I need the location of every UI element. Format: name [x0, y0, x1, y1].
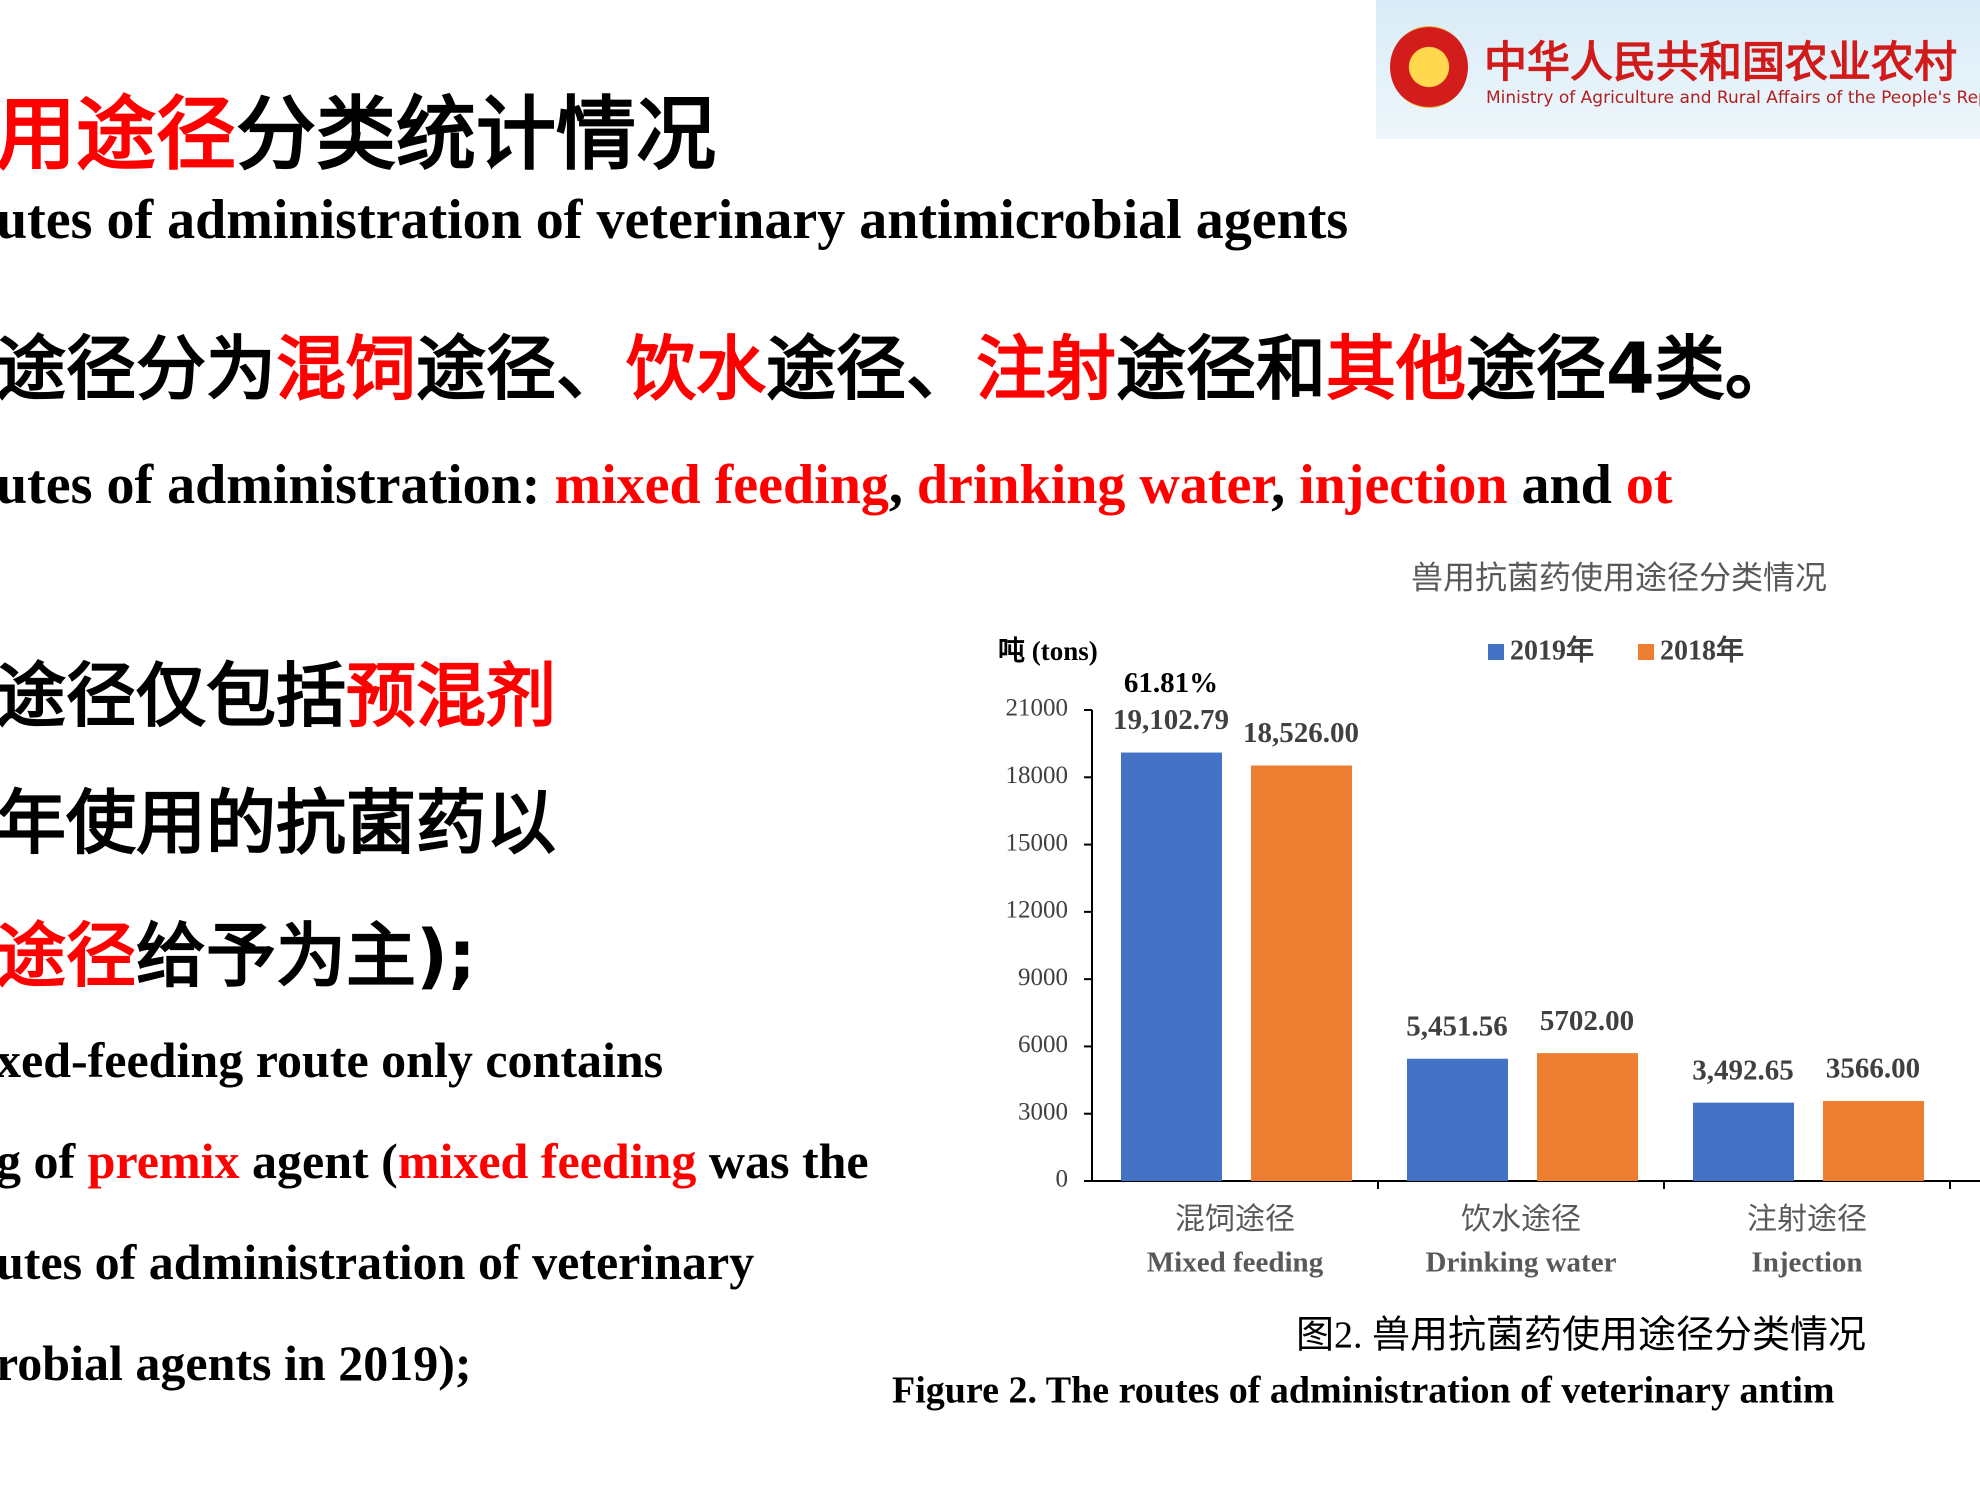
text-run: g of: [0, 1133, 88, 1189]
bar: [1537, 1053, 1638, 1181]
slide-title: 用途径分类统计情况: [0, 70, 716, 186]
text-run: drinking water: [916, 454, 1272, 516]
text-run: 年使用的抗菌药以: [0, 782, 556, 864]
text-run: 混饲: [276, 328, 416, 410]
annotation: 61.81%: [1124, 667, 1218, 699]
y-tick-label: 0: [1056, 1166, 1069, 1193]
text-line: utes of administration: mixed feeding, d…: [0, 453, 1672, 517]
text-run: 途径、: [416, 328, 626, 410]
text-line: 途径给予为主);: [0, 900, 476, 1001]
value-label: 3566.00: [1826, 1053, 1920, 1085]
value-label: 19,102.79: [1113, 704, 1229, 736]
legend-label: 2018年: [1660, 633, 1744, 666]
text-run: mixed feeding: [397, 1133, 697, 1189]
text-run: utes of administration:: [0, 454, 555, 516]
caption: 图2. 兽用抗菌药使用途径分类情况: [1296, 1315, 1866, 1357]
text-run: agent (: [239, 1133, 398, 1189]
text-run: ,: [1271, 454, 1300, 516]
text-line: 途径分为混饲途径、饮水途径、注射途径和其他途径4类。: [0, 313, 1795, 414]
text-run: xed-feeding route only contains: [0, 1032, 664, 1088]
y-tick-label: 12000: [1006, 897, 1069, 924]
text-run: 途径: [0, 915, 136, 997]
y-axis-label: 吨 (tons): [998, 636, 1098, 666]
text-line: g of premix agent (mixed feeding was the: [0, 1132, 869, 1190]
value-label: 5,451.56: [1406, 1010, 1508, 1042]
text-run: mixed feeding: [554, 454, 889, 516]
emblem: [1390, 26, 1468, 108]
text-run: 途径4类。: [1466, 328, 1795, 410]
legend-label: 2019年: [1510, 633, 1594, 666]
value-label: 5702.00: [1540, 1005, 1634, 1037]
text-run: 用途径: [0, 88, 236, 181]
logo-subtitle: Ministry of Agriculture and Rural Affair…: [1486, 88, 1980, 108]
text-run: 给予为主);: [136, 915, 476, 997]
text-line: utes of administration of veterinary ant…: [0, 188, 1348, 252]
text-line: 途径仅包括预混剂: [0, 640, 556, 741]
x-tick-label: 注射途径: [1747, 1203, 1867, 1236]
y-tick-label: 6000: [1018, 1031, 1068, 1058]
chart-title: 兽用抗菌药使用途径分类情况: [1411, 559, 1827, 595]
text-run: robial agents in 2019);: [0, 1335, 472, 1391]
text-run: 预混剂: [346, 655, 556, 737]
text-run: ,: [888, 454, 917, 516]
text-run: 途径仅包括: [0, 655, 346, 737]
y-tick-label: 15000: [1006, 829, 1069, 856]
bar: [1121, 752, 1222, 1181]
text-line: xed-feeding route only contains: [0, 1031, 663, 1089]
logo-title: 中华人民共和国农业农村: [1484, 38, 1957, 88]
text-run: utes of administration of veterinary ant…: [0, 189, 1349, 251]
bar: [1251, 765, 1352, 1181]
text-run: ot: [1625, 454, 1673, 516]
text-run: was the: [696, 1133, 869, 1189]
y-tick-label: 21000: [1006, 695, 1069, 722]
text-run: premix: [87, 1133, 240, 1189]
x-tick-sublabel: Mixed feeding: [1147, 1247, 1324, 1279]
bar: [1407, 1058, 1508, 1181]
text-run: utes of administration of veterinary: [0, 1234, 755, 1290]
x-tick-sublabel: Drinking water: [1426, 1247, 1617, 1279]
legend-swatch: [1488, 644, 1504, 660]
legend-swatch: [1638, 644, 1654, 660]
value-label: 18,526.00: [1243, 717, 1359, 749]
y-tick-label: 3000: [1018, 1098, 1068, 1125]
logo: 中华人民共和国农业农村 Ministry of Agriculture and …: [1376, 0, 1980, 139]
text-run: 途径和: [1116, 328, 1326, 410]
text-run: and: [1507, 454, 1626, 516]
text-run: 分类统计情况: [236, 88, 716, 181]
text-run: 途径、: [766, 328, 976, 410]
caption-en: Figure 2. The routes of administration o…: [892, 1370, 1835, 1412]
text-line: utes of administration of veterinary: [0, 1233, 754, 1291]
text-run: 途径分为: [0, 328, 276, 410]
x-tick-label: 混饲途径: [1175, 1203, 1295, 1236]
x-tick-label: 饮水途径: [1461, 1203, 1581, 1236]
y-tick-label: 18000: [1006, 762, 1069, 789]
bar: [1823, 1101, 1924, 1181]
x-tick-sublabel: Injection: [1751, 1247, 1862, 1279]
text-line: robial agents in 2019);: [0, 1334, 472, 1392]
text-line: 年使用的抗菌药以: [0, 767, 556, 868]
y-tick-label: 9000: [1018, 964, 1068, 991]
text-run: 其他: [1326, 328, 1466, 410]
text-run: injection: [1299, 454, 1508, 516]
value-label: 3,492.65: [1692, 1054, 1794, 1086]
text-run: 饮水: [626, 328, 766, 410]
bar: [1693, 1102, 1794, 1181]
text-run: 注射: [976, 328, 1116, 410]
